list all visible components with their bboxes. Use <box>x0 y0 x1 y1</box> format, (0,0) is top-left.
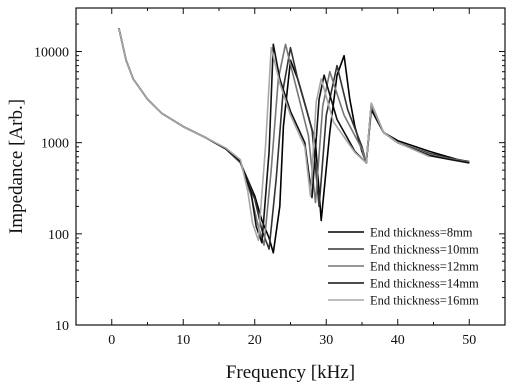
x-tick-label: 0 <box>108 333 115 348</box>
x-tick-label: 10 <box>176 333 190 348</box>
x-axis-title: Frequency [kHz] <box>226 362 355 383</box>
x-tick-label: 30 <box>319 333 333 348</box>
y-tick-label: 1000 <box>41 137 69 152</box>
series-line-5 <box>118 28 431 242</box>
legend-label-4: End thickness=14mm <box>370 277 479 291</box>
legend-label-3: End thickness=12mm <box>370 260 479 274</box>
axes: 0 10 20 30 40 50 10 100 1000 10000 <box>34 7 506 348</box>
series-layer <box>118 28 470 254</box>
legend-label-1: End thickness=8mm <box>370 226 473 240</box>
y-tick-label: 100 <box>48 228 69 243</box>
x-tick-label: 50 <box>462 333 476 348</box>
legend-label-5: End thickness=16mm <box>370 294 479 308</box>
legend: End thickness=8mm End thickness=10mm End t… <box>328 226 479 308</box>
y-tick-label: 10 <box>55 319 69 334</box>
y-axis-title: Impedance [Arb.] <box>6 99 27 234</box>
series-line-2 <box>118 28 470 250</box>
x-tick-label: 40 <box>391 333 405 348</box>
y-tick-label: 10000 <box>34 45 69 60</box>
legend-label-2: End thickness=10mm <box>370 243 479 257</box>
x-tick-label: 20 <box>248 333 262 348</box>
